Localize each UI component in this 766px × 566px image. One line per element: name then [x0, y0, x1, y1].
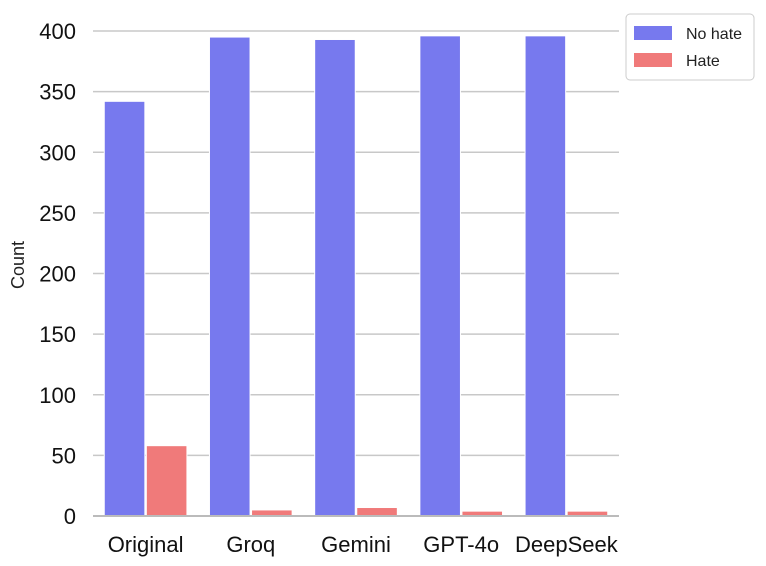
bar-no-hate-original: [103, 100, 146, 517]
bar-no-hate-groq: [208, 36, 251, 517]
y-tick-label: 200: [39, 262, 76, 287]
y-tick-labels: 0 50 100 150 200 250 300 350 400: [39, 19, 76, 529]
y-tick-label: 250: [39, 201, 76, 226]
y-tick-label: 0: [64, 504, 76, 529]
y-tick-label: 350: [39, 80, 76, 105]
y-tick-label: 50: [52, 443, 76, 468]
y-tick-label: 150: [39, 322, 76, 347]
bar-no-hate-gemini: [314, 38, 356, 517]
legend-label: Hate: [686, 53, 720, 70]
legend-swatch: [634, 53, 672, 67]
legend-label: No hate: [686, 26, 742, 43]
y-tick-label: 400: [39, 19, 76, 44]
y-tick-label: 100: [39, 383, 76, 408]
gridlines: [93, 30, 619, 457]
legend-swatch: [634, 26, 672, 40]
x-tick-label: Groq: [226, 532, 275, 557]
legend-frame: [625, 13, 755, 81]
x-tick-labels: Original Groq Gemini GPT-4o DeepSeek: [108, 532, 619, 557]
y-tick-label: 300: [39, 140, 76, 165]
bar-no-hate-gpt-4o: [419, 35, 461, 517]
y-axis-title: Count: [8, 241, 28, 289]
x-tick-label: Gemini: [321, 532, 391, 557]
bar-hate-gemini: [356, 507, 398, 517]
bars: [103, 35, 609, 517]
x-tick-label: Original: [108, 532, 184, 557]
legend: No hate Hate: [625, 13, 755, 81]
bar-no-hate-deepseek: [524, 35, 567, 517]
x-tick-label: DeepSeek: [515, 532, 619, 557]
bar-hate-original: [145, 445, 188, 517]
x-tick-label: GPT-4o: [423, 532, 499, 557]
